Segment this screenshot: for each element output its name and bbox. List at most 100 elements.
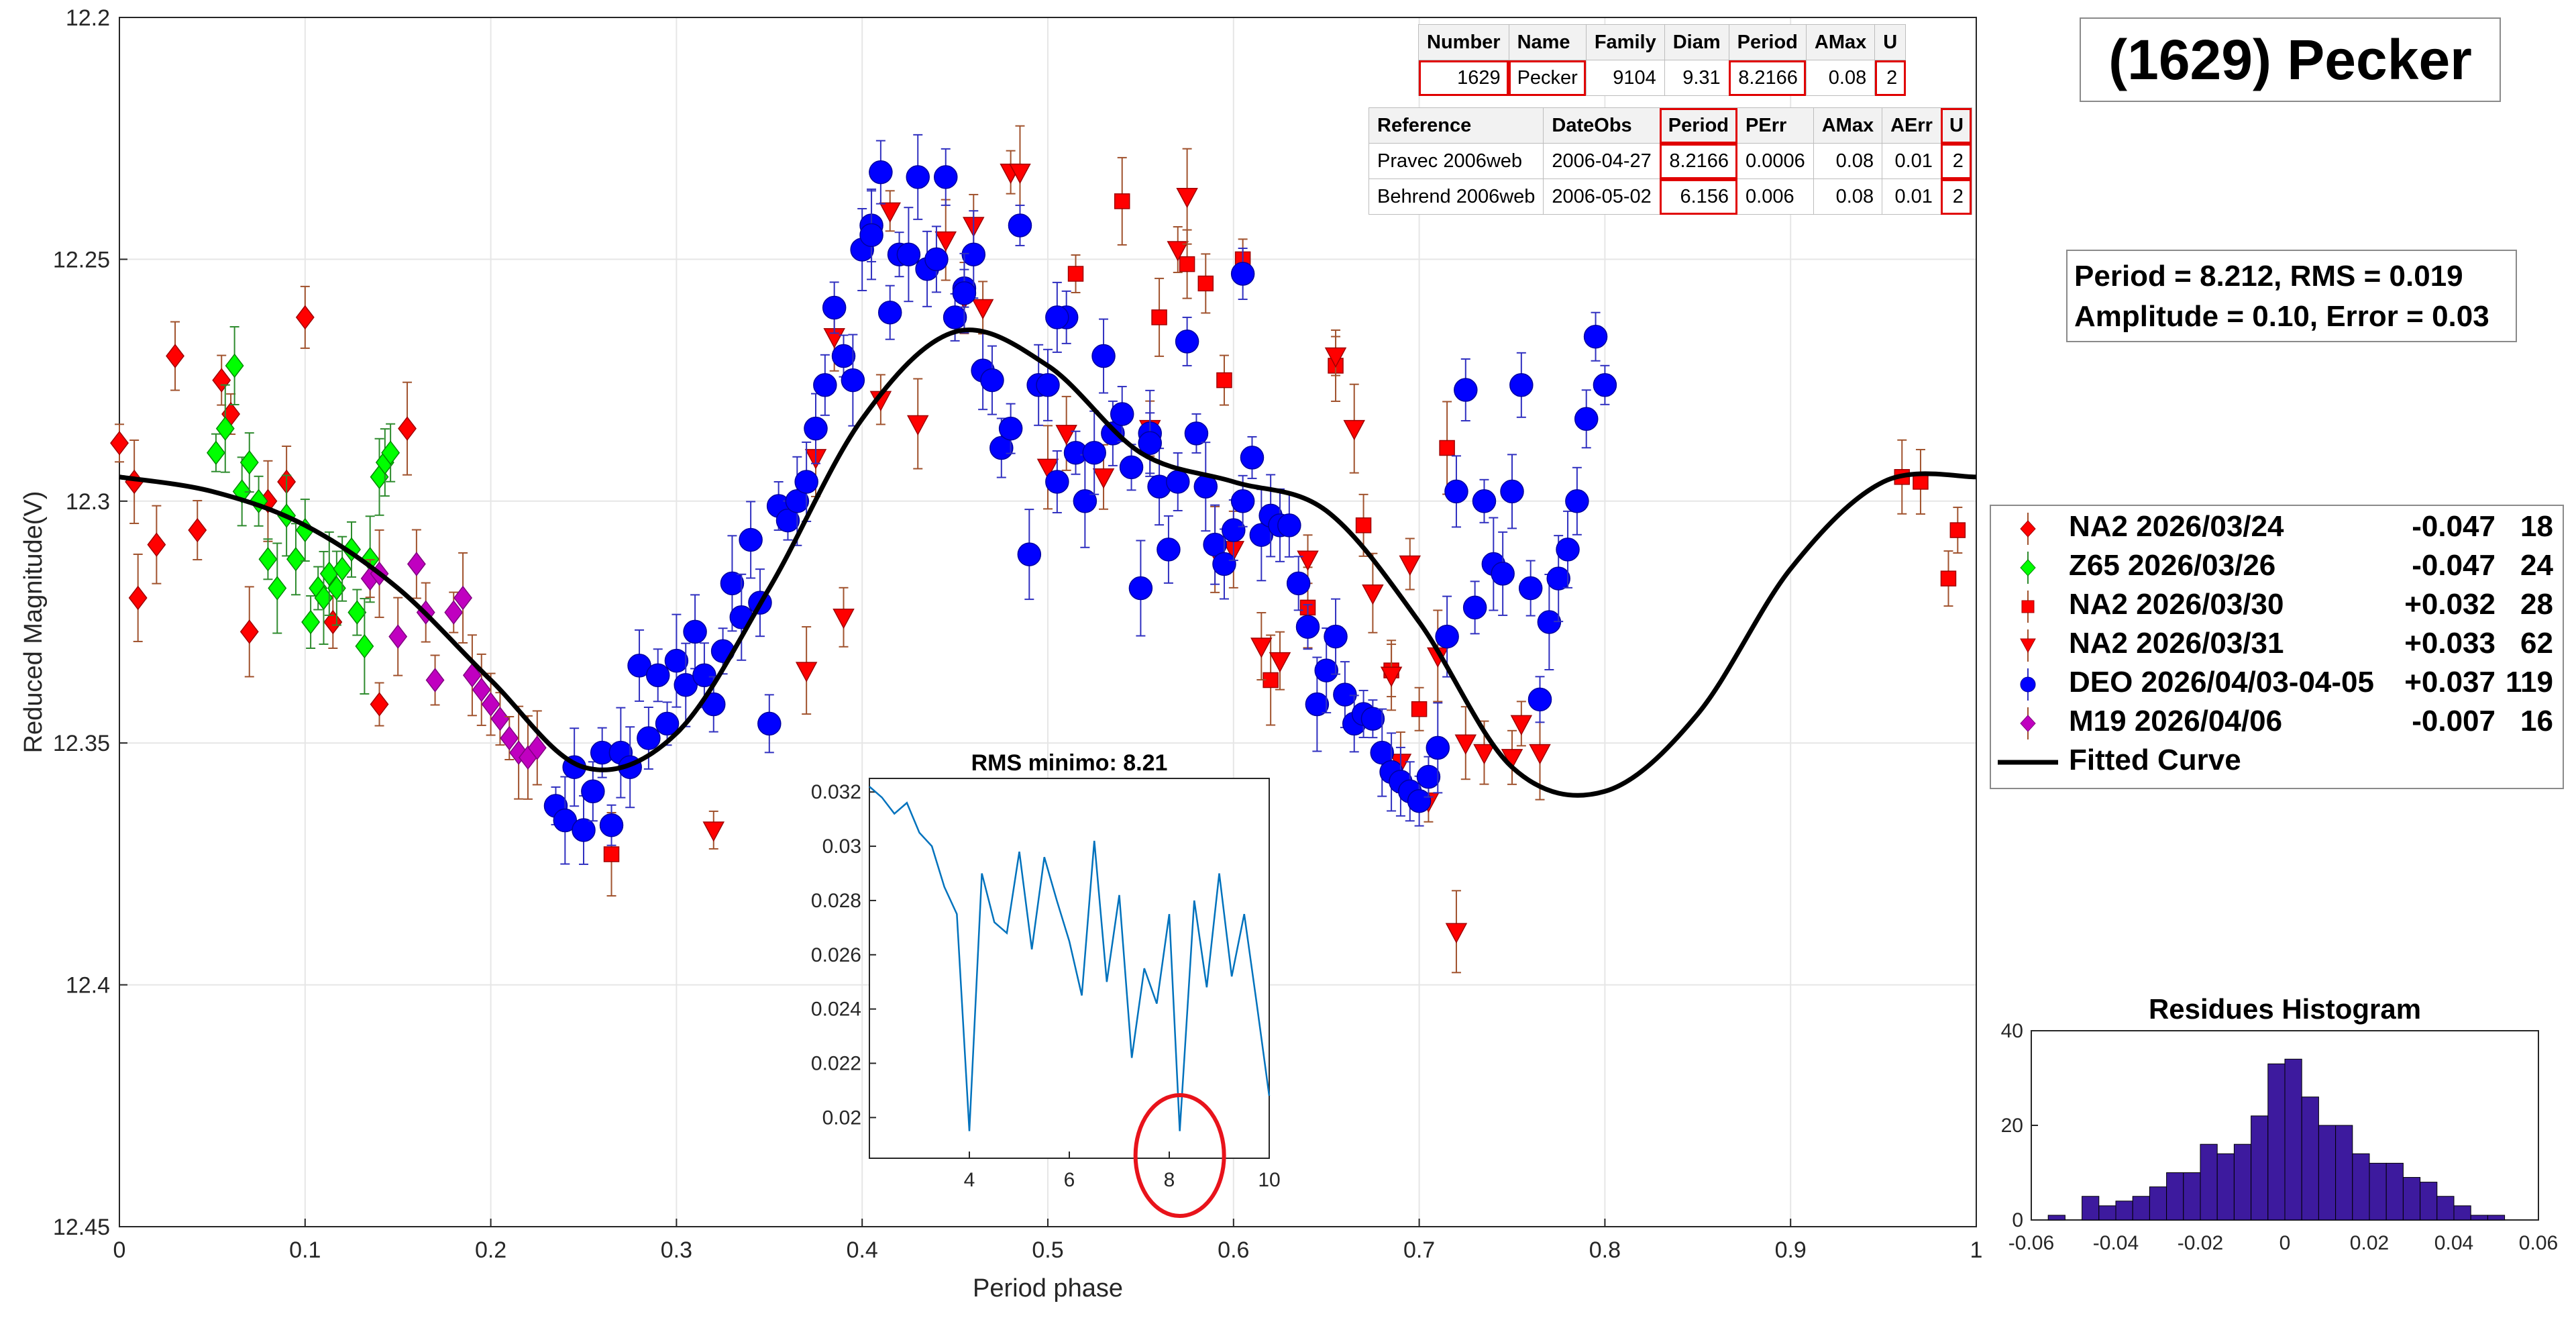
inset-y-tick-label: 0.03 <box>822 835 861 858</box>
ref-header-period: Period <box>1659 107 1738 144</box>
data-point <box>1297 550 1319 571</box>
plot-frame <box>119 17 1977 1227</box>
data-point <box>381 440 400 465</box>
ref-header-u: U <box>1940 107 1972 144</box>
fitted-curve <box>119 327 1977 798</box>
histogram-bar <box>2082 1196 2100 1221</box>
histogram-bar <box>2132 1196 2150 1221</box>
data-point <box>1509 373 1534 397</box>
data-point <box>1556 538 1580 562</box>
inset-x-tick-label: 10 <box>1258 1169 1280 1191</box>
x-tick-label: 0.5 <box>1032 1237 1063 1263</box>
data-point <box>527 735 547 760</box>
histogram-bar <box>2149 1186 2167 1221</box>
x-tick-label: 1 <box>1970 1237 1983 1263</box>
histogram-bar <box>2183 1172 2201 1221</box>
hist-y-tick-label: 40 <box>2001 1020 2023 1042</box>
ref-cell-u: 2 <box>1940 143 1972 179</box>
inset-y-tick-label: 0.032 <box>811 781 861 803</box>
rms-line <box>869 786 1271 1131</box>
data-point <box>1230 489 1255 513</box>
x-tick-label: 0.6 <box>1218 1237 1249 1263</box>
data-point <box>813 373 837 397</box>
data-point <box>1940 570 1957 586</box>
data-point <box>971 299 994 320</box>
legend-label: M19 2026/04/06 <box>2069 705 2283 737</box>
data-point <box>1360 707 1385 731</box>
data-point <box>553 808 578 833</box>
legend-marker-diamond-icon <box>2020 552 2036 584</box>
data-point <box>869 160 893 185</box>
histogram-bar <box>2385 1162 2404 1221</box>
legend-count: 16 <box>2520 705 2553 737</box>
data-point <box>1583 324 1608 349</box>
data-point <box>1324 624 1348 649</box>
ref-cell: 0.08 <box>1813 178 1883 215</box>
data-point <box>664 648 689 673</box>
data-point <box>1314 658 1338 682</box>
data-point <box>1091 344 1116 368</box>
summary-header-u: U <box>1874 24 1907 60</box>
data-point <box>1017 542 1042 566</box>
legend-marker-diamond-icon <box>2020 707 2036 740</box>
data-point <box>906 165 930 189</box>
legend-entry: Fitted Curve <box>1991 744 2563 781</box>
data-point <box>757 711 782 736</box>
data-point <box>1045 470 1069 494</box>
histogram-bar <box>2420 1182 2438 1221</box>
inset-x-tick-label: 6 <box>1064 1169 1075 1191</box>
summary-cell-number: 1629 <box>1418 60 1509 96</box>
minimum-highlight-ellipse <box>1133 1093 1226 1218</box>
ref-cell-u: 2 <box>1940 178 1972 215</box>
y-tick-label: 12.2 <box>66 5 110 31</box>
data-point <box>683 619 707 644</box>
data-point <box>398 416 417 441</box>
data-point <box>934 165 958 189</box>
data-point <box>1230 262 1255 286</box>
data-point <box>692 663 716 688</box>
inset-title: RMS minimo: 8.21 <box>971 750 1168 776</box>
ref-cell: 0.01 <box>1882 178 1941 215</box>
y-tick-label: 12.35 <box>53 731 110 756</box>
data-point <box>1175 329 1199 354</box>
data-point <box>1407 788 1432 813</box>
data-point <box>1362 584 1384 605</box>
legend-label: NA2 2026/03/30 <box>2069 588 2284 621</box>
data-point <box>1343 419 1365 441</box>
legend-offset: -0.047 <box>2412 510 2496 543</box>
data-point <box>1082 440 1106 465</box>
data-point <box>1166 470 1190 494</box>
data-point <box>1593 373 1617 397</box>
data-point <box>166 344 184 368</box>
data-point <box>1454 734 1477 755</box>
data-point <box>831 344 856 368</box>
legend-marker-diamond-icon <box>2020 513 2036 545</box>
ref-cell: 0.0006 <box>1737 143 1814 179</box>
legend-entry: NA2 2026/03/24 -0.047 18 <box>1991 510 2563 548</box>
legend-count: 119 <box>2506 666 2553 699</box>
data-point <box>961 242 986 266</box>
data-point <box>1286 571 1311 596</box>
hist-x-tick-label: -0.06 <box>2008 1232 2054 1254</box>
summary-header-diam: Diam <box>1664 24 1729 60</box>
legend-offset: +0.032 <box>2404 588 2496 621</box>
x-tick-label: 0.2 <box>475 1237 506 1263</box>
legend-label: Z65 2026/03/26 <box>2069 549 2276 582</box>
hist-x-tick-label: -0.04 <box>2093 1232 2139 1254</box>
ref-cell: Behrend 2006web <box>1368 178 1544 215</box>
data-point <box>833 609 855 629</box>
histogram-bar <box>2166 1172 2184 1221</box>
data-point <box>1380 666 1403 687</box>
data-point <box>572 818 596 842</box>
data-point <box>1167 241 1189 262</box>
data-point <box>1073 489 1097 513</box>
data-point <box>1240 446 1265 470</box>
histogram-bar <box>2251 1115 2269 1221</box>
inset-y-tick-label: 0.022 <box>811 1053 861 1075</box>
legend-label: Fitted Curve <box>2069 744 2241 776</box>
data-point <box>906 415 929 436</box>
rms-periodogram-inset: RMS minimo: 8.21 4 6 8 10 0.02 0.022 0.024 0.026… <box>811 750 1281 1218</box>
histogram-bar <box>2115 1201 2133 1221</box>
data-point <box>1138 431 1162 456</box>
histogram-bar <box>2335 1125 2353 1221</box>
